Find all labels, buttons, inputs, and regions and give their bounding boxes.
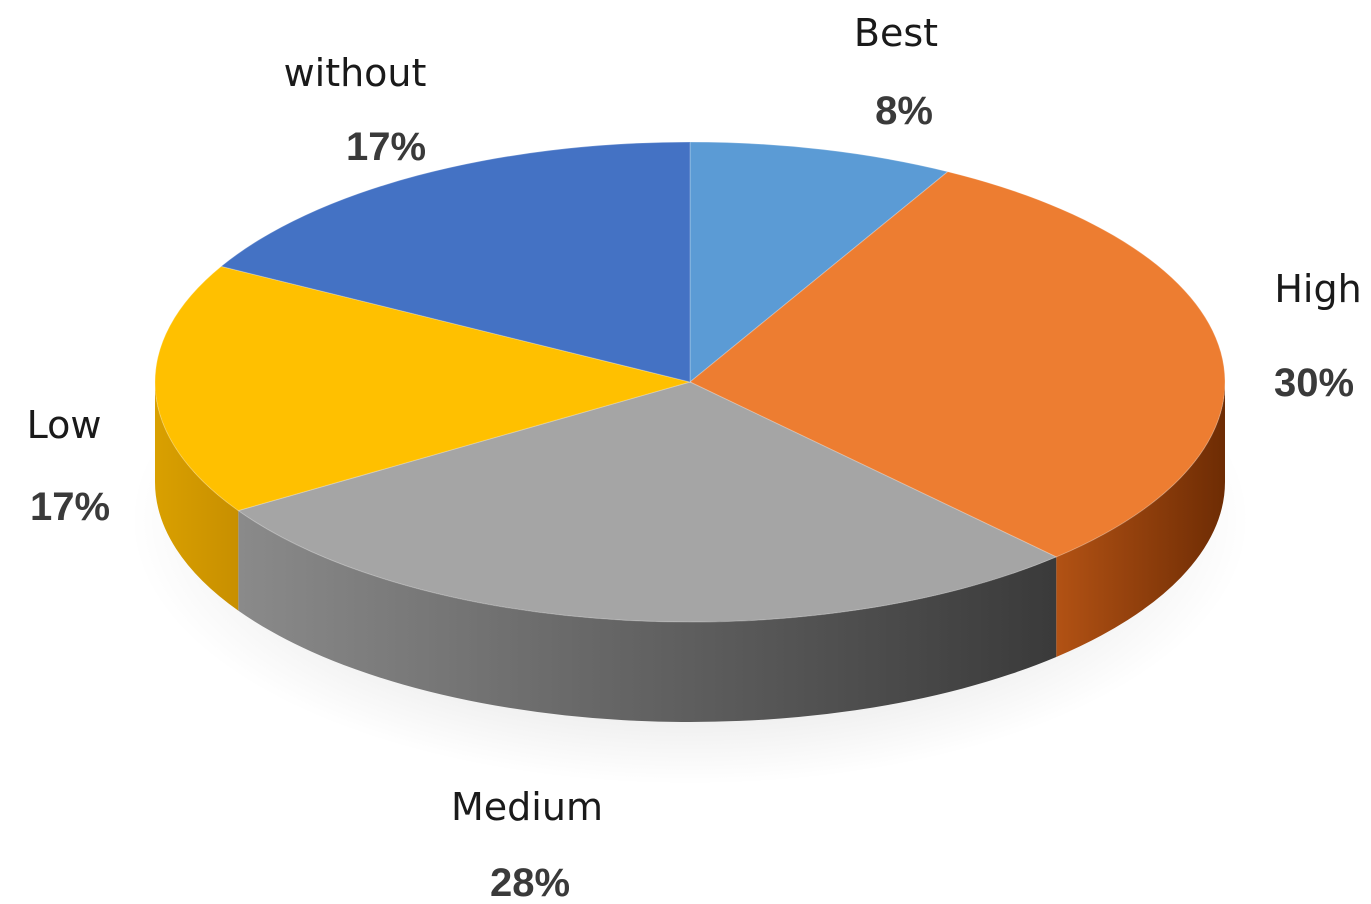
slice-side-low — [155, 382, 239, 611]
slice-best — [689, 141, 949, 384]
slice-value-medium: 28% — [490, 861, 570, 904]
slice-value-without: 17% — [346, 125, 426, 169]
slice-side-high — [1056, 382, 1225, 657]
pie-sides — [155, 382, 1225, 722]
pie-labels: Best 8% High 30% Medium 28% Low 17% with… — [27, 11, 1362, 904]
slice-value-high: 30% — [1274, 361, 1354, 405]
pie-slices — [154, 141, 1226, 623]
slice-side-medium — [238, 510, 1057, 722]
slice-label-without: without — [284, 51, 427, 95]
slice-label-best: Best — [854, 11, 938, 55]
slice-high — [689, 171, 1226, 558]
slice-without — [220, 141, 691, 383]
slice-medium — [237, 381, 1058, 623]
slice-value-low: 17% — [30, 485, 110, 529]
slice-low — [154, 265, 692, 512]
slice-label-high: High — [1274, 267, 1361, 311]
slice-label-low: Low — [27, 403, 102, 447]
slice-label-medium: Medium — [451, 785, 603, 829]
slice-value-best: 8% — [875, 89, 933, 133]
